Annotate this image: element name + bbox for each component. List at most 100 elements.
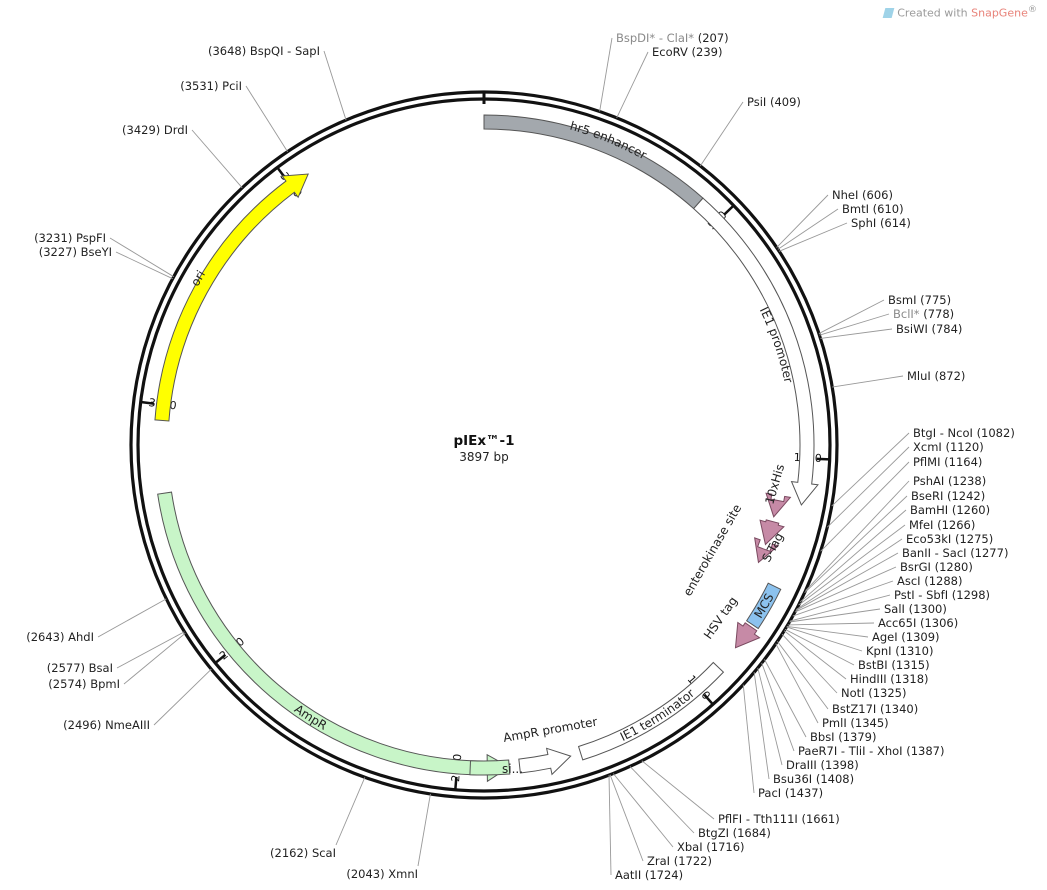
- site-leader-banii-saci: [795, 552, 899, 611]
- site-label-eco53ki: Eco53kI (1275): [906, 532, 993, 546]
- site-leader-hindiii: [783, 630, 847, 680]
- site-label-bseyi: (3227) BseYI: [39, 245, 112, 259]
- site-leader-lines: [97, 37, 910, 876]
- site-leader-bbsi: [764, 659, 807, 738]
- tick-mark-1000: [816, 457, 830, 461]
- site-leader-psti-sbfi: [789, 594, 891, 622]
- site-label-draiii: DraIII (1398): [786, 758, 859, 772]
- site-label-btgi-ncoi: BtgI - NcoI (1082): [913, 426, 1015, 440]
- site-leader-asci: [792, 580, 894, 617]
- site-label-kpni: KpnI (1310): [866, 644, 933, 658]
- site-labels: BspDI* - ClaI* (207)EcoRV (239) PsiI (409…: [26, 31, 1015, 882]
- feature-ie1-terminator: [577, 661, 725, 761]
- site-leader-mlui: [832, 375, 904, 388]
- site-label-mfei: MfeI (1266): [909, 518, 975, 532]
- site-leader-ecorv: [616, 51, 649, 119]
- plasmid-name: pIEx™-1: [453, 433, 514, 449]
- site-label-pspfi: (3231) PspFI: [34, 231, 106, 245]
- site-label-bspqi-sapi: (3648) BspQI - SapI: [208, 44, 320, 58]
- site-leader-pcii: [245, 85, 288, 152]
- tick-mark-3000: [140, 400, 154, 405]
- site-leader-noti: [781, 633, 838, 694]
- site-leader-bseyi: [115, 251, 173, 280]
- site-label-pcii: (3531) PciI: [180, 79, 242, 93]
- feature-label-ampr-promoter: AmpR promoter: [502, 715, 598, 745]
- site-label-paer7i-tlii-xhoi: PaeR7I - TliI - XhoI (1387): [798, 744, 944, 758]
- site-label-pmli: PmlI (1345): [822, 716, 889, 730]
- site-leader-eco53ki: [796, 538, 903, 610]
- site-leader-agei: [786, 625, 869, 638]
- site-label-bsiwi: BsiWI (784): [896, 322, 962, 336]
- site-leader-bsai: [116, 631, 185, 669]
- site-label-xmni: (2043) XmnI: [346, 867, 418, 881]
- site-label-bamhi: BamHI (1260): [910, 503, 990, 517]
- feature-ampr-promoter: [518, 747, 572, 776]
- site-label-bsu36i: Bsu36I (1408): [773, 772, 854, 786]
- credit-prefix: Created with: [897, 6, 968, 20]
- site-label-pflfi-tth111i: PflFI - Tth111I (1661): [718, 812, 840, 826]
- feature-si: [469, 759, 511, 776]
- site-label-nmeaiii: (2496) NmeAIII: [63, 718, 150, 732]
- site-leader-kpni: [786, 626, 863, 652]
- site-leader-pflmi: [820, 461, 910, 552]
- site-leader-bseri: [804, 495, 908, 594]
- site-label-bsmi: BsmI (775): [888, 293, 951, 307]
- feature-label-enterokinase-site: enterokinase site: [680, 502, 744, 599]
- site-label-xbai: XbaI (1716): [677, 840, 745, 854]
- site-label-sali: SalI (1300): [884, 602, 947, 616]
- tick-mark-2500: [214, 653, 227, 664]
- site-leader-bsrgi: [794, 566, 897, 613]
- site-leader-bstz17i: [777, 641, 829, 710]
- site-leader-pmli: [775, 643, 819, 724]
- site-label-bstz17i: BstZ17I (1340): [832, 702, 918, 716]
- site-leader-bsmi: [818, 299, 885, 334]
- site-leader-scai: [335, 777, 366, 846]
- site-label-nhei: NheI (606): [832, 188, 893, 202]
- site-label-noti: NotI (1325): [841, 686, 906, 700]
- site-label-bbsi: BbsI (1379): [810, 730, 876, 744]
- feature-label-si: si...: [502, 762, 523, 776]
- site-leader-btgzi: [629, 766, 695, 834]
- credit-brand: SnapGene: [971, 6, 1028, 20]
- site-label-agei: AgeI (1309): [872, 630, 940, 644]
- site-label-ecorv: EcoRV (239): [652, 45, 722, 59]
- site-label-bsrgi: BsrGI (1280): [900, 560, 973, 574]
- site-label-btgzi: BtgZI (1684): [698, 826, 771, 840]
- site-leader-psii: [699, 101, 744, 167]
- site-leader-sali: [789, 608, 881, 623]
- site-leader-acc65i: [787, 622, 875, 626]
- site-leader-xcmi: [826, 446, 910, 528]
- site-label-psii: PsiI (409): [747, 95, 801, 109]
- site-leader-bstbi: [784, 628, 855, 666]
- site-leader-pshai: [805, 480, 910, 591]
- site-leader-xmni: [417, 793, 431, 867]
- site-leader-drdi: [191, 129, 243, 189]
- site-label-mlui: MluI (872): [907, 369, 965, 383]
- site-label-aatii: AatII (1724): [615, 868, 683, 882]
- site-label-bcli: BclI* (778): [893, 307, 954, 321]
- tick-mark-1500: [703, 693, 714, 706]
- tick-mark-500: [723, 204, 735, 216]
- site-leader-paer7i-tlii-xhoi: [761, 662, 795, 752]
- site-leader-pflfi-tth111i: [641, 760, 715, 820]
- site-label-sphi: SphI (614): [851, 216, 911, 230]
- site-label-drdi: (3429) DrdI: [122, 123, 188, 137]
- plasmid-size: 3897 bp: [459, 450, 509, 464]
- site-leader-bmti: [777, 208, 839, 250]
- site-label-banii-saci: BanII - SacI (1277): [902, 546, 1008, 560]
- site-label-pflmi: PflMI (1164): [913, 455, 982, 469]
- site-label-pshai: PshAI (1238): [913, 474, 986, 488]
- site-leader-paci: [742, 684, 755, 794]
- feature-ie1-promoter: [692, 197, 819, 506]
- site-leader-btgi-ncoi: [831, 432, 910, 507]
- site-leader-pspfi: [109, 237, 174, 278]
- site-leader-bspdi-clai: [599, 37, 613, 112]
- site-label-xcmi: XcmI (1120): [913, 440, 984, 454]
- site-label-paci: PacI (1437): [758, 786, 823, 800]
- site-label-bmti: BmtI (610): [842, 202, 904, 216]
- site-label-bstbi: BstBI (1315): [858, 658, 930, 672]
- site-leader-mfei: [798, 524, 906, 606]
- site-leader-sphi: [778, 222, 848, 252]
